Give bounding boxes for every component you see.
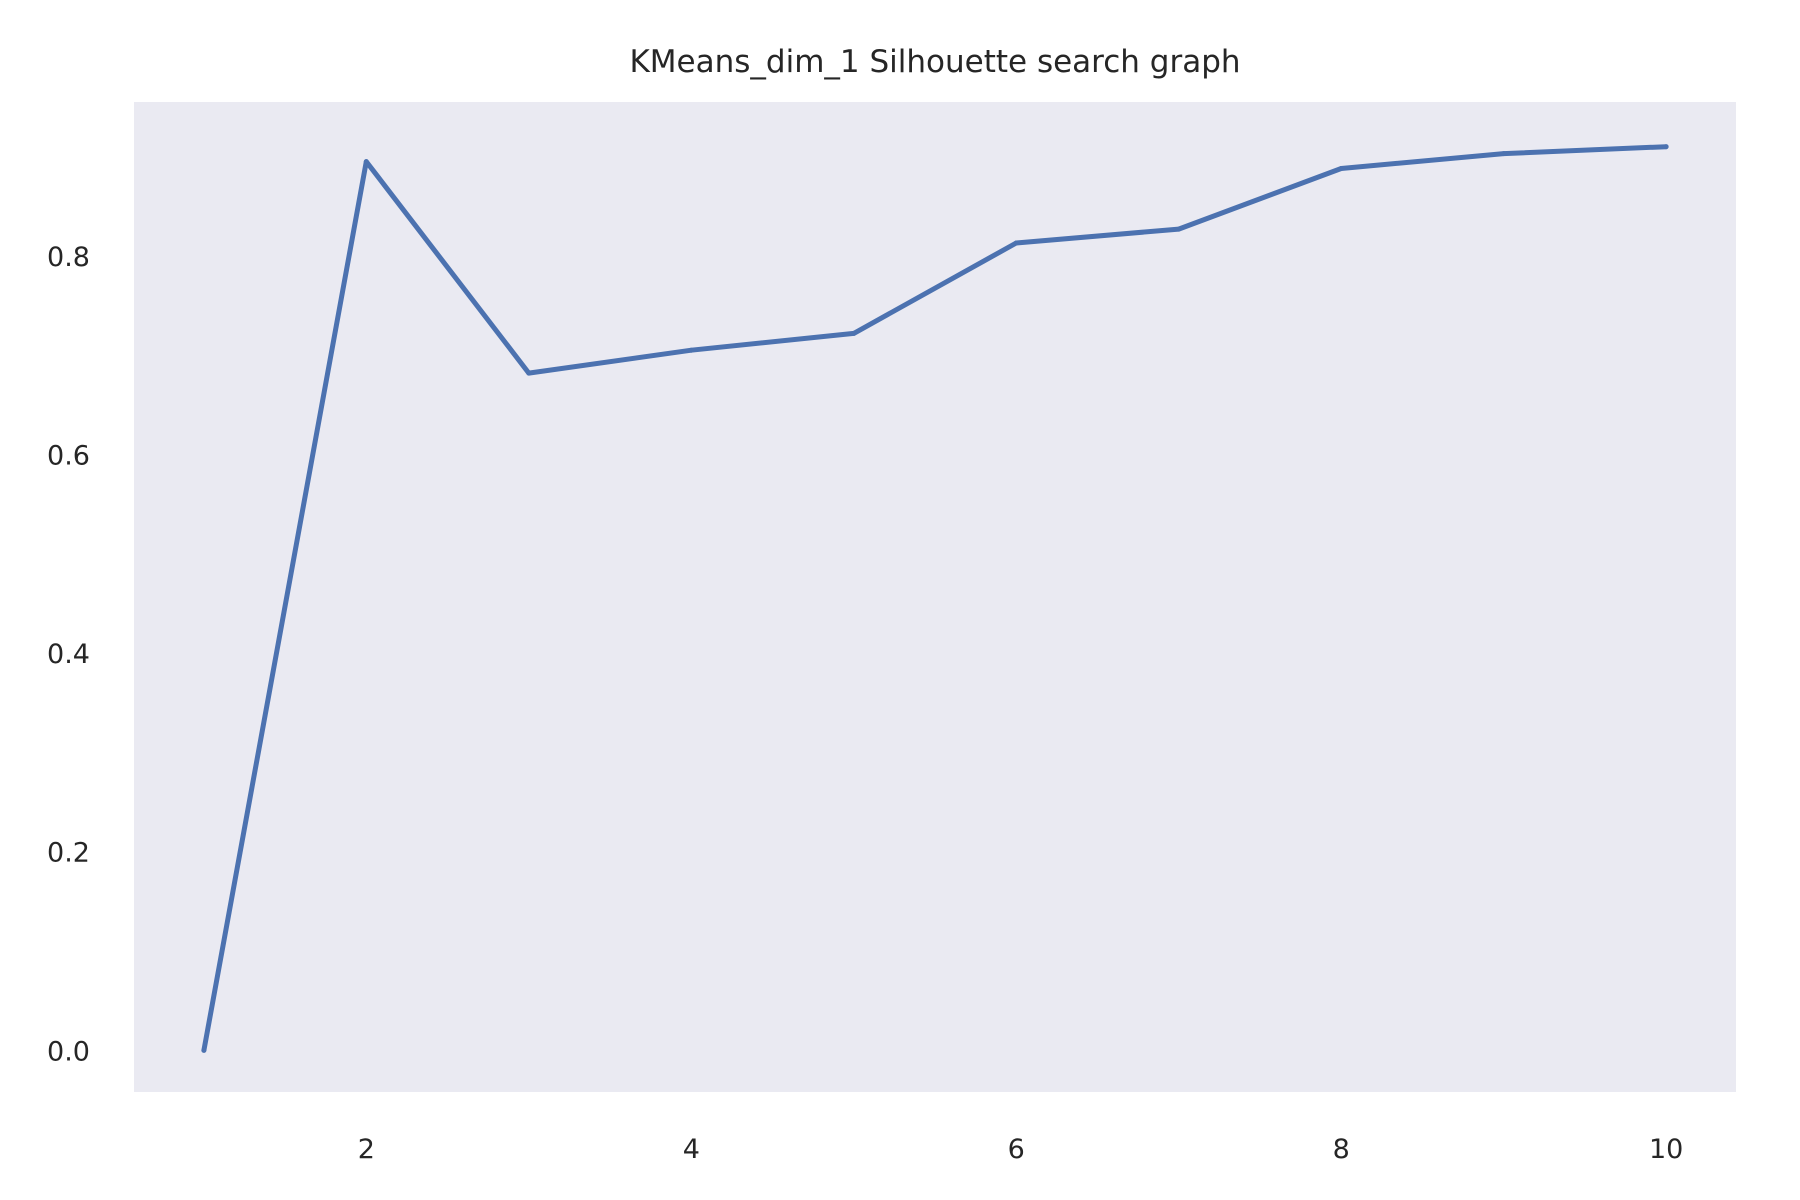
chart-title: KMeans_dim_1 Silhouette search graph <box>629 44 1240 80</box>
data-point <box>1176 226 1182 232</box>
x-tick-label: 6 <box>1008 1134 1025 1165</box>
y-tick-label: 0.4 <box>47 639 90 670</box>
plot-area <box>134 102 1736 1092</box>
data-point <box>526 370 532 376</box>
data-point <box>1013 240 1019 246</box>
y-tick-label: 0.8 <box>47 242 90 273</box>
data-point <box>1501 151 1507 157</box>
data-point <box>1663 144 1669 150</box>
data-point <box>1338 166 1344 171</box>
x-axis-ticks: 2 4 6 8 10 <box>358 1134 1684 1165</box>
x-tick-label: 2 <box>358 1134 375 1165</box>
series-line <box>201 144 1669 1053</box>
series-layer <box>201 144 1669 1053</box>
x-tick-label: 4 <box>683 1134 700 1165</box>
x-tick-label: 10 <box>1649 1134 1683 1165</box>
data-point <box>363 159 369 165</box>
y-tick-label: 0.6 <box>47 441 90 472</box>
x-tick-label: 8 <box>1333 1134 1350 1165</box>
y-axis-ticks: 0.0 0.2 0.4 0.6 0.8 <box>47 242 90 1067</box>
y-tick-label: 0.2 <box>47 838 90 869</box>
data-point <box>688 347 694 353</box>
data-point <box>201 1047 207 1053</box>
data-point <box>851 330 857 336</box>
y-tick-label: 0.0 <box>47 1036 90 1067</box>
